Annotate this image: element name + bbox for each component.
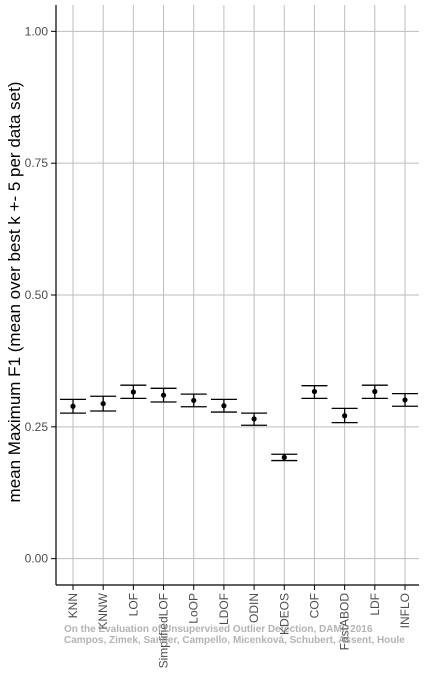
mean-point [251,416,257,422]
x-tick-label: LDF [368,593,382,616]
y-tick-label: 1.00 [25,24,49,38]
mean-point [281,454,287,460]
x-tick-label: LOF [126,593,140,616]
y-tick-label: 0.50 [25,288,49,302]
mean-point [342,413,348,419]
x-tick-label: KDEOS [277,593,291,635]
mean-point [160,392,167,398]
x-tick-label: LDOF [217,593,231,625]
mean-point [402,397,408,403]
error-bars [60,384,418,462]
y-axis-title: mean Maximum F1 (mean over best k +- 5 p… [5,82,24,503]
watermark-line-2: Campos, Zimek, Sander, Campello, Micenko… [64,635,405,646]
x-axis-ticks: KNN KNNW LOF SimplifiedLOF LoOP LDOF ODIN KDEOS… [66,585,412,668]
x-tick-label: COF [307,593,321,618]
mean-point [311,388,318,395]
x-tick-label: ODIN [247,593,261,623]
mean-points [70,388,408,460]
x-tick-label: LoOP [187,593,201,624]
mean-point [130,389,136,395]
mean-point [100,401,106,407]
x-tick-label: KNNW [96,592,110,629]
horizontal-gridlines [56,30,419,560]
watermark-line-1: On the Evaluation of Unsupervised Outlie… [64,624,373,635]
x-tick-label: KNN [66,593,80,618]
x-tick-label: SimplifiedLOF [157,593,171,668]
y-tick-label: 0.25 [25,420,49,434]
y-tick-label: 0.00 [25,552,49,566]
mean-point [372,388,378,395]
x-tick-label: INFLO [398,593,412,628]
y-tick-label: 0.75 [25,156,49,170]
mean-point [70,403,76,409]
mean-point [191,397,197,404]
mean-point [221,403,227,409]
y-axis-ticks: 0.00 0.25 0.50 0.75 1.00 [25,24,56,566]
x-tick-label: FastABOD [338,593,352,651]
